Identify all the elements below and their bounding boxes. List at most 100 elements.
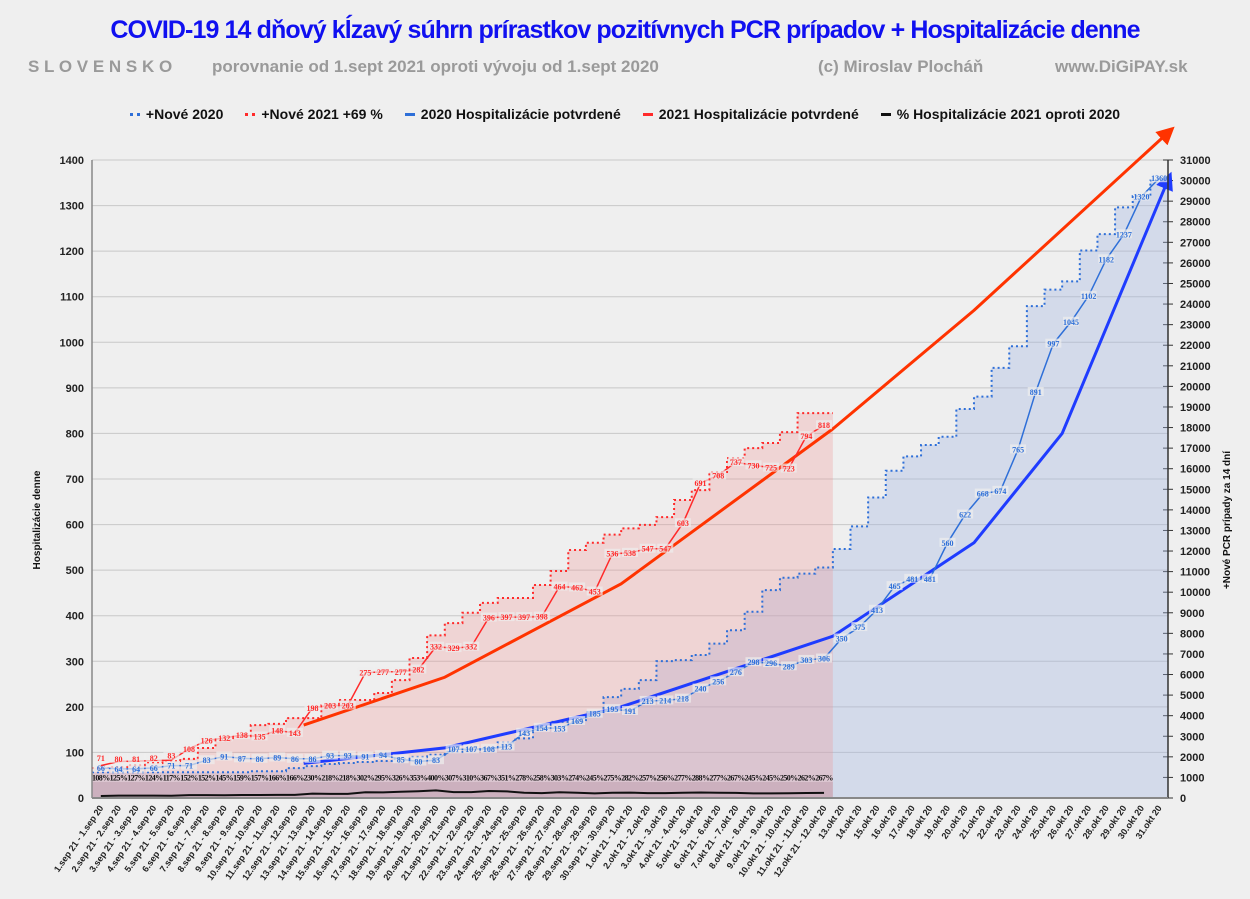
hospitalization-data-label: 464 [553, 583, 565, 592]
y2-tick-label: 17000 [1180, 443, 1211, 455]
legend-swatch [245, 112, 256, 116]
percent-data-label: 250% [780, 774, 798, 783]
hospitalization-data-label: 93 [326, 752, 334, 761]
hospitalization-data-label: 143 [518, 729, 530, 738]
y2-tick-label: 30000 [1180, 176, 1211, 188]
legend: +Nové 2020 +Nové 2021 +69 % 2020 Hospita… [0, 106, 1250, 122]
percent-data-label: 230% [304, 774, 322, 783]
y-tick-label: 800 [66, 428, 84, 440]
label-bg [569, 582, 586, 592]
hospitalization-data-label: 560 [942, 539, 954, 548]
label-bg [1133, 191, 1150, 201]
label-bg [745, 460, 762, 470]
label-bg [992, 485, 1009, 495]
label-bg [604, 548, 621, 558]
label-bg [145, 752, 162, 762]
percent-data-label: 282% [621, 774, 639, 783]
y2-tick-label: 19000 [1180, 402, 1211, 414]
label-bg [886, 581, 903, 591]
hospitalization-data-label: 169 [571, 717, 583, 726]
hospitalization-data-label: 218 [677, 695, 689, 704]
hospitalization-data-label: 203 [324, 701, 336, 710]
legend-item: +Nové 2021 +69 % [245, 106, 383, 122]
label-bg [798, 431, 815, 441]
hospitalization-data-label: 191 [624, 707, 636, 716]
hospitalization-data-label: 80 [114, 755, 122, 764]
hospitalization-data-label: 126 [201, 737, 213, 746]
label-bg [569, 715, 586, 725]
percent-data-label: 277% [674, 774, 692, 783]
hospitalization-data-label: 1102 [1081, 292, 1097, 301]
percent-data-label: 367% [480, 774, 498, 783]
hospitalization-data-label: 240 [695, 685, 707, 694]
hospitalization-data-label: 113 [501, 743, 513, 752]
comparison-subtitle: porovnanie od 1.sept 2021 oproti vývoju … [212, 57, 659, 76]
percent-data-label: 262% [798, 774, 816, 783]
hospitalization-data-label: 64 [132, 765, 140, 774]
label-bg [586, 586, 603, 596]
label-bg [498, 741, 515, 751]
label-bg [692, 478, 709, 488]
label-bg [516, 612, 533, 622]
hospitalization-data-label: 107 [448, 745, 460, 754]
y2-tick-label: 14000 [1180, 505, 1211, 517]
hospitalization-data-label: 71 [167, 762, 175, 771]
y2-tick-label: 21000 [1180, 361, 1211, 373]
label-bg [251, 731, 268, 741]
label-bg [92, 752, 109, 762]
label-bg [780, 463, 797, 473]
pcr-step-line [92, 179, 1168, 774]
label-bg [427, 641, 444, 651]
label-bg [957, 509, 974, 519]
y2-axis-label: +Nové PCR prípady za 14 dní [1222, 450, 1233, 589]
label-bg [480, 612, 497, 622]
y-tick-label: 900 [66, 383, 84, 395]
percent-data-label: 166% [286, 774, 304, 783]
y2-tick-label: 3000 [1180, 731, 1204, 743]
label-bg [692, 683, 709, 693]
label-bg [727, 667, 744, 677]
label-bg [533, 722, 550, 732]
label-bg [798, 654, 815, 664]
label-bg [198, 755, 215, 765]
label-bg [639, 695, 656, 705]
label-bg [322, 700, 339, 710]
y2-tick-label: 29000 [1180, 196, 1211, 208]
hospitalization-data-label: 108 [483, 745, 495, 754]
legend-label: % Hospitalizácie 2021 oproti 2020 [896, 106, 1121, 122]
label-bg [904, 573, 921, 583]
label-bg [657, 543, 674, 553]
label-bg [357, 667, 374, 677]
hospitalization-data-label: 107 [465, 745, 477, 754]
label-bg [163, 760, 180, 770]
label-bg [233, 753, 250, 763]
label-bg [304, 753, 321, 763]
y2-tick-label: 11000 [1180, 567, 1210, 579]
percent-data-label: 245% [745, 774, 763, 783]
y2-tick-label: 24000 [1180, 299, 1211, 311]
label-bg [745, 657, 762, 667]
y-tick-label: 1200 [60, 246, 84, 258]
hospitalization-data-label: 71 [185, 762, 193, 771]
hospitalization-data-label: 93 [344, 752, 352, 761]
label-bg [710, 676, 727, 686]
hospitalization-data-label: 481 [924, 575, 936, 584]
percent-data-label: 159% [233, 774, 251, 783]
y-tick-label: 1400 [60, 155, 84, 167]
hospitalization-data-label: 143 [289, 729, 301, 738]
percent-data-label: 302% [357, 774, 375, 783]
hospitalization-data-label: 135 [254, 732, 266, 741]
hospitalization-data-label: 375 [853, 623, 865, 632]
label-bg [286, 753, 303, 763]
percent-data-label: 145% [215, 774, 233, 783]
label-bg [163, 750, 180, 760]
hospitalization-data-label: 83 [432, 756, 440, 765]
label-bg [392, 666, 409, 676]
y2-tick-label: 5000 [1180, 690, 1204, 702]
y2-tick-label: 13000 [1180, 525, 1211, 537]
y-tick-label: 200 [66, 702, 84, 714]
percent-data-label: 267% [815, 774, 833, 783]
legend-swatch [404, 112, 415, 116]
y2-tick-label: 18000 [1180, 423, 1211, 435]
hospitalization-data-label: 725 [765, 464, 777, 473]
